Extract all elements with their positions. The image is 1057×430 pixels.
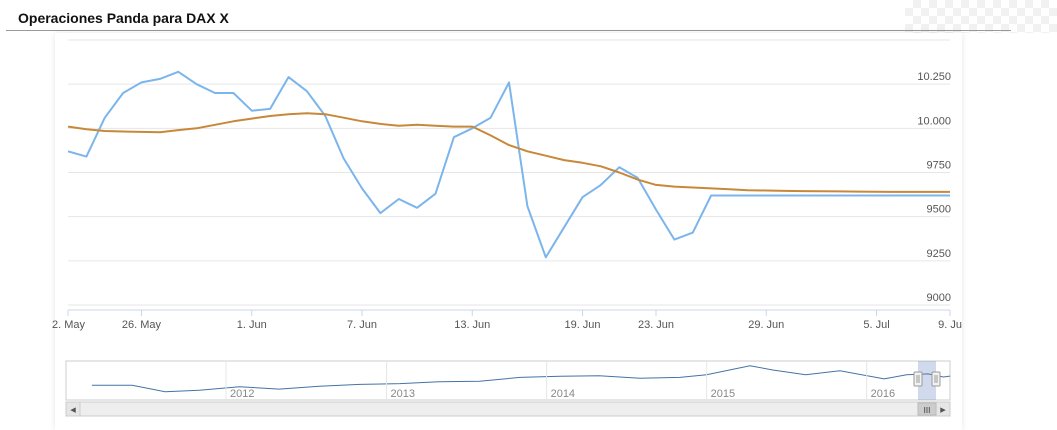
navigator-handle-left[interactable]: [913, 371, 923, 387]
navigator-frame: [65, 360, 951, 401]
navigator-handle-right[interactable]: [931, 371, 941, 387]
y-tick-label: 9750: [927, 160, 951, 172]
scrollbar-track[interactable]: [65, 401, 951, 417]
x-tick-label: 29. Jun: [748, 319, 784, 331]
y-axis-ticks: 9000 9250 9500 9750 10.000 10.250: [917, 71, 951, 304]
x-tick-label: 5. Jul: [863, 319, 889, 331]
series-line-1: [68, 70, 950, 259]
series-lines: [68, 70, 950, 259]
scroll-left-arrow-icon: ◂: [70, 404, 76, 416]
chart-title: Operaciones Panda para DAX X: [18, 10, 229, 26]
x-tick-label: 1. Jun: [237, 319, 267, 331]
x-tick-label: 26. May: [122, 319, 162, 331]
navigator-year-label: 2016: [871, 388, 895, 400]
background-pattern: [905, 0, 1057, 33]
grid-lines: [68, 39, 950, 306]
x-tick-label: 7. Jun: [347, 319, 377, 331]
y-tick-label: 9500: [927, 204, 951, 216]
series-line-2: [68, 112, 950, 193]
y-tick-label: 10.250: [917, 71, 951, 83]
navigator-selection[interactable]: [918, 361, 936, 400]
navigator-year-label: 2013: [391, 388, 415, 400]
x-tick-label: 19. Jun: [564, 319, 600, 331]
x-tick-label: 23. Jun: [638, 319, 674, 331]
y-tick-label: 9000: [927, 292, 951, 304]
navigator: 2012 2013 2014 2015 2016: [65, 360, 951, 401]
x-tick-label: 9. Ju: [938, 319, 962, 331]
navigator-year-label: 2012: [230, 388, 254, 400]
y-tick-label: 10.000: [917, 115, 951, 127]
navigator-series: [91, 365, 951, 393]
x-axis: 2. May 26. May 1. Jun 7. Jun 13. Jun 19. Jun 2…: [52, 309, 962, 331]
scrollbar-grip-icon: III: [924, 406, 931, 415]
scroll-right-arrow-icon: ▸: [940, 404, 946, 416]
x-tick-label: 2. May: [52, 319, 86, 331]
x-tick-label: 13. Jun: [454, 319, 490, 331]
scrollbar-thumb[interactable]: [917, 402, 937, 416]
navigator-year-label: 2015: [711, 388, 735, 400]
scrollbar-left-button[interactable]: [65, 401, 81, 417]
y-tick-label: 9250: [927, 248, 951, 260]
title-divider: [6, 30, 1011, 31]
navigator-year-label: 2014: [551, 388, 575, 400]
scrollbar: ◂ ▸ III: [65, 401, 951, 417]
